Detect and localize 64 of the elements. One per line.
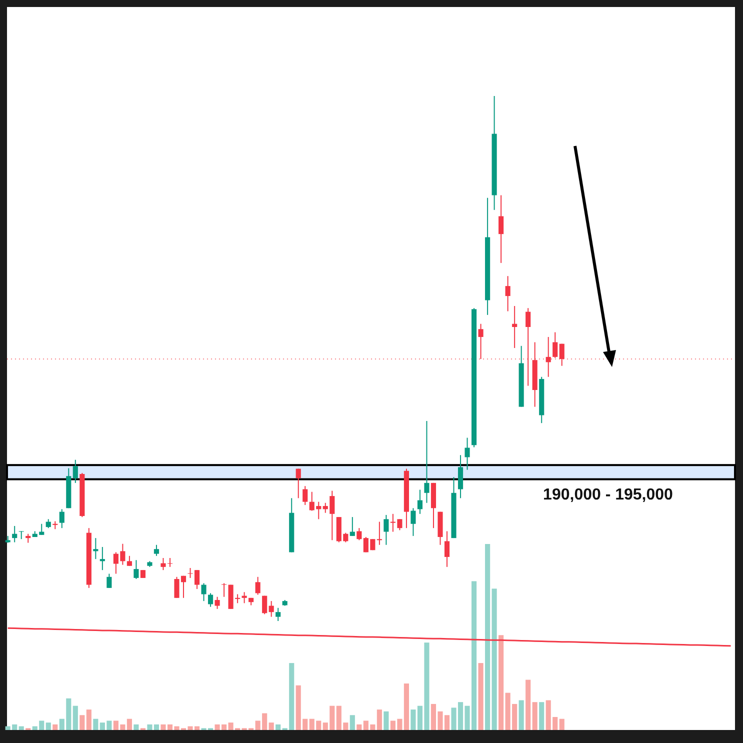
bar <box>498 635 504 730</box>
bar <box>80 715 85 730</box>
candlestick <box>552 332 558 358</box>
bar <box>52 724 58 730</box>
bar <box>18 726 24 730</box>
candlestick <box>93 538 98 560</box>
candlestick <box>424 420 430 504</box>
candlestick <box>458 454 464 499</box>
candlestick <box>302 486 308 506</box>
bar <box>384 711 389 730</box>
bar <box>559 718 564 730</box>
candlestick <box>464 437 470 470</box>
candlestick <box>356 528 362 541</box>
candlestick <box>268 600 274 618</box>
bar <box>134 724 139 730</box>
candlestick <box>546 336 551 378</box>
candlestick <box>134 560 139 580</box>
candlestick <box>559 343 564 366</box>
bar <box>404 684 409 730</box>
candlestick <box>276 607 281 622</box>
candlestick <box>255 576 260 596</box>
candlestick <box>350 516 355 536</box>
candlestick <box>410 508 416 536</box>
bar <box>268 722 274 730</box>
candlestick <box>72 459 78 484</box>
candlestick <box>505 276 510 312</box>
bar <box>356 724 362 730</box>
bar <box>518 700 524 730</box>
candlestick <box>214 596 220 610</box>
candlestick <box>296 468 301 499</box>
candlestick <box>126 555 132 566</box>
bar <box>532 702 538 730</box>
bar <box>126 718 132 730</box>
bar <box>376 710 382 730</box>
bar <box>276 724 281 730</box>
candlestick <box>154 544 160 556</box>
candlestick <box>201 582 206 602</box>
candlestick <box>478 323 484 360</box>
candlestick <box>106 573 112 588</box>
candlestick <box>59 508 64 529</box>
candlestick <box>208 592 214 608</box>
bar <box>72 706 78 730</box>
candlestick <box>444 530 450 568</box>
candlestick <box>526 308 531 386</box>
candlestick <box>376 521 382 546</box>
candlestick <box>12 525 18 543</box>
candlestick <box>222 582 227 598</box>
band-label: 190,000 - 195,000 <box>543 486 674 504</box>
bar <box>526 680 531 730</box>
candlestick <box>262 595 268 615</box>
bar <box>86 710 92 730</box>
bar <box>46 722 51 730</box>
bar <box>93 718 98 730</box>
candlestick <box>498 194 504 264</box>
candlestick <box>417 489 423 514</box>
candlestick <box>242 592 247 604</box>
bar <box>539 702 544 730</box>
bar <box>350 715 355 730</box>
candlestick <box>384 514 389 546</box>
bar <box>478 663 484 730</box>
candlestick <box>512 306 518 348</box>
bar <box>485 544 490 730</box>
bar <box>492 588 497 730</box>
candlestick <box>100 546 105 571</box>
